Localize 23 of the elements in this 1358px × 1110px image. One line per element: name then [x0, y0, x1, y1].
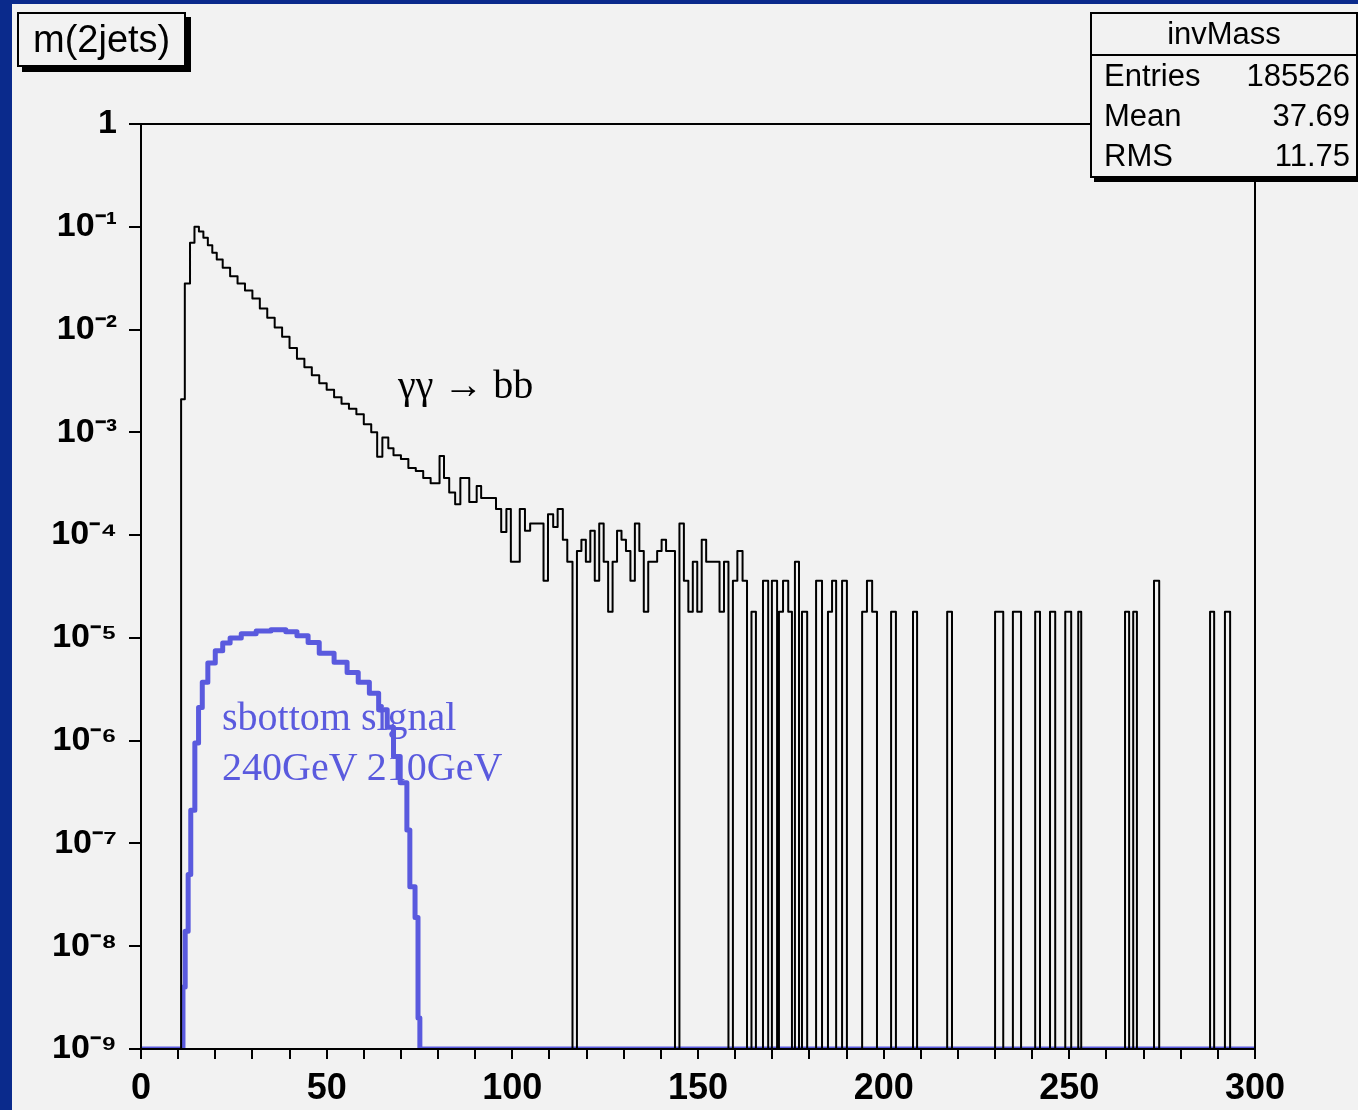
- series-label: γγ → bb: [397, 362, 534, 407]
- y-tick-label: 10⁻⁷: [54, 821, 117, 860]
- x-tick-label: 300: [1224, 1065, 1286, 1107]
- x-tick-label: 150: [667, 1065, 729, 1107]
- y-tick-label: 10⁻³: [56, 410, 117, 449]
- text: RMS 11.75: [1104, 138, 1350, 173]
- text: Entries 185526: [1104, 58, 1350, 93]
- x-tick-label: 0: [130, 1065, 152, 1107]
- chart-title: m(2jets): [17, 12, 187, 67]
- x-tick-label: 200: [853, 1065, 914, 1107]
- y-tick-label: 1: [98, 102, 117, 141]
- y-tick-label: 10⁻⁹: [52, 1027, 117, 1066]
- x-tick-label: 250: [1039, 1065, 1100, 1107]
- y-tick-label: 10⁻²: [56, 307, 117, 346]
- y-tick-label: 10⁻⁴: [51, 513, 117, 552]
- y-tick-label: 10⁻⁵: [52, 616, 117, 655]
- y-tick-label: 10⁻¹: [56, 205, 117, 244]
- x-tick-label: 50: [306, 1065, 347, 1107]
- y-tick-label: 10⁻⁸: [52, 924, 117, 963]
- x-tick-label: 100: [482, 1065, 543, 1107]
- text: invMass: [1092, 14, 1356, 56]
- text: Mean 37.69: [1104, 98, 1350, 133]
- y-tick-label: 10⁻⁶: [52, 719, 117, 758]
